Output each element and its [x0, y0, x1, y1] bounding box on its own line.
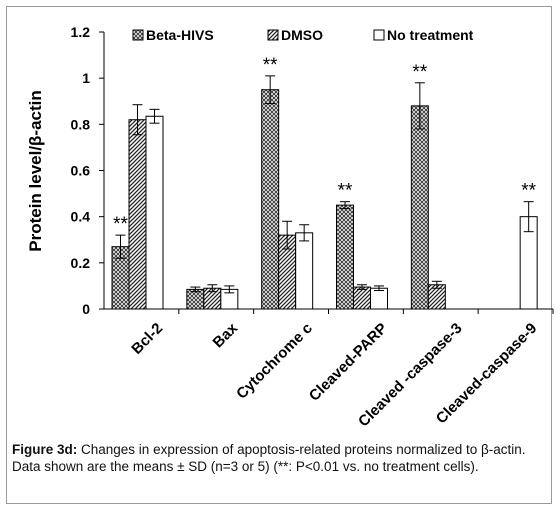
- bar-beta-hivs: [336, 204, 354, 310]
- y-tick-label: 0.4: [71, 209, 91, 225]
- axes: 0 0.2 0.4 0.6 0.8 1 1.2 Protein level/β-actin: [26, 24, 554, 317]
- bar-no-treatment: [145, 115, 164, 310]
- significance-marker: **: [412, 62, 427, 83]
- y-tick-label: 1.2: [71, 24, 91, 40]
- caption-text: Changes in expression of apoptosis-relat…: [12, 442, 526, 474]
- significance-marker: **: [521, 181, 536, 202]
- bar-dmso: [128, 119, 147, 310]
- bar-chart: 0 0.2 0.4 0.6 0.8 1 1.2 Protein level/β-actin B…: [26, 24, 554, 430]
- category-label: Cleaved-PARP: [306, 320, 391, 405]
- figure-frame: [6, 6, 552, 504]
- bar-beta-hivs: [410, 105, 429, 310]
- legend-label: No treatment: [387, 27, 474, 43]
- legend-swatch-dmso: [267, 29, 279, 41]
- legend-swatch-beta-hivs: [132, 29, 144, 41]
- legend-swatch-no-treatment: [373, 29, 385, 41]
- y-tick-label: 1: [82, 70, 90, 86]
- category-label: Bcl-2: [128, 320, 166, 358]
- bar-beta-hivs: [261, 89, 280, 310]
- category-label: Bax: [210, 319, 242, 351]
- legend-label: DMSO: [281, 27, 323, 43]
- significance-marker: **: [338, 181, 353, 202]
- y-axis-title: Protein level/β-actin: [26, 90, 45, 252]
- significance-marker: **: [113, 214, 128, 235]
- legend-label: Beta-HIVS: [146, 27, 214, 43]
- bars: [111, 75, 538, 310]
- bar-no-treatment: [295, 232, 314, 310]
- y-tick-label: 0.8: [71, 116, 91, 132]
- bar-no-treatment: [370, 287, 388, 310]
- category-label: Cytochrome c: [233, 320, 316, 403]
- figure-caption: Figure 3d: Changes in expression of apop…: [12, 441, 552, 475]
- legend: Beta-HIVS DMSO No treatment: [132, 27, 474, 43]
- y-tick-label: 0.2: [71, 255, 91, 271]
- y-tick-label: 0: [82, 301, 90, 317]
- significance-marker: **: [263, 55, 278, 76]
- bar-beta-hivs: [186, 288, 205, 310]
- y-tick-label: 0.6: [71, 163, 91, 179]
- bar-dmso: [353, 286, 371, 310]
- caption-label: Figure 3d:: [12, 442, 78, 457]
